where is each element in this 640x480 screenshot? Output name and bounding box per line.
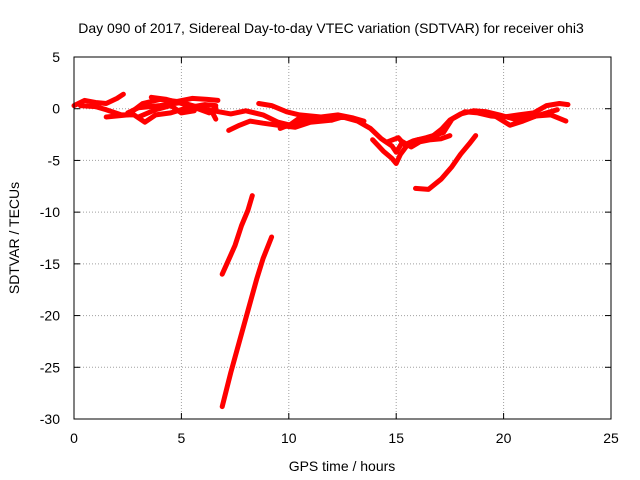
- series-arc-1: [71, 91, 126, 109]
- x-axis-ticks: 0 5 10 15 20 25: [70, 57, 619, 446]
- y-tick-label: 5: [52, 49, 60, 65]
- data-series: [71, 91, 571, 410]
- x-axis-label: GPS time / hours: [289, 458, 396, 474]
- chart-title: Day 090 of 2017, Sidereal Day-to-day VTE…: [78, 20, 584, 36]
- series-arc-15: [219, 193, 255, 277]
- series-arc-16: [219, 234, 275, 410]
- x-tick-label: 0: [70, 430, 78, 446]
- x-tick-label: 10: [281, 430, 297, 446]
- series-arc-8: [226, 117, 335, 133]
- series-arc-14: [481, 110, 569, 128]
- x-tick-label: 5: [178, 430, 186, 446]
- plot-frame: [73, 56, 612, 420]
- y-tick-label: 0: [52, 101, 60, 117]
- y-tick-label: -10: [40, 204, 60, 220]
- y-axis-ticks: 5 0 -5 -10 -15 -20 -25 -30: [40, 49, 611, 427]
- x-tick-label: 25: [603, 430, 619, 446]
- series-arc-13: [413, 133, 479, 192]
- y-tick-label: -15: [40, 256, 60, 272]
- series-arc-12: [385, 101, 571, 148]
- series-arc-7: [211, 108, 318, 128]
- x-tick-label: 20: [496, 430, 512, 446]
- series-arc-6: [148, 94, 219, 116]
- y-tick-label: -30: [40, 411, 60, 427]
- y-tick-label: -25: [40, 359, 60, 375]
- y-tick-label: -20: [40, 308, 60, 324]
- series-arc-5: [135, 103, 197, 120]
- x-tick-label: 15: [388, 430, 404, 446]
- y-tick-label: -5: [48, 152, 61, 168]
- y-axis-label: SDTVAR / TECUs: [6, 182, 22, 294]
